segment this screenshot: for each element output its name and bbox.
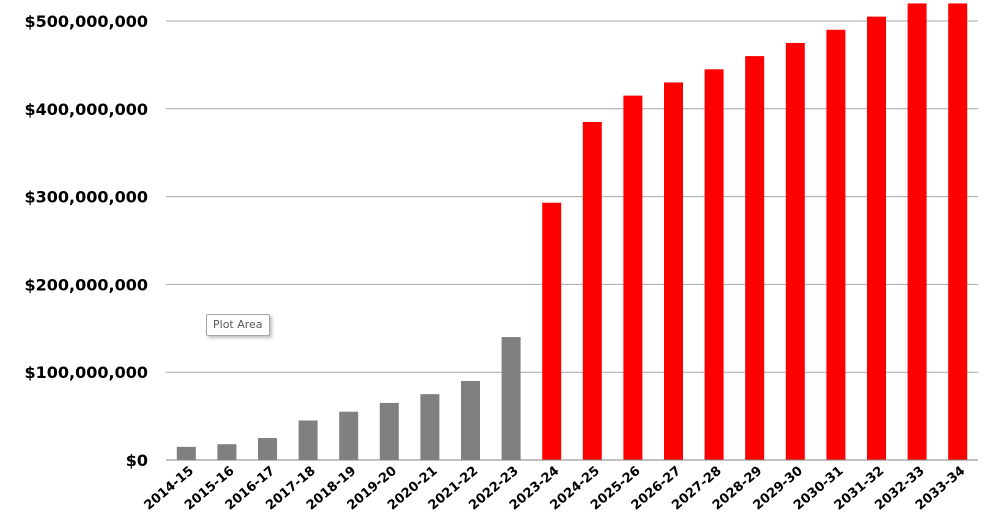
y-tick-label: $0 [126, 451, 148, 470]
bar-2020-21 [420, 394, 440, 460]
bar-2028-29 [745, 56, 765, 461]
bar-2025-26 [623, 95, 643, 460]
bar-2018-19 [339, 411, 359, 460]
bars [176, 3, 968, 461]
bar-2021-22 [461, 380, 480, 460]
bar-2029-30 [785, 42, 805, 460]
gridlines [166, 20, 978, 373]
plot-area-tooltip: Plot Area [206, 314, 270, 336]
bar-2022-23 [501, 337, 521, 460]
bar-2023-24 [542, 202, 562, 460]
x-axis-tick-labels: 2014-152015-162016-172017-182018-192019-… [142, 464, 969, 514]
bar-2030-31 [826, 29, 846, 461]
y-axis-tick-labels: $0 $100,000,000 $200,000,000 $300,000,000 $4… [25, 12, 148, 470]
bar-2031-32 [867, 16, 886, 461]
bar-2027-28 [704, 69, 724, 460]
bar-2026-27 [664, 82, 683, 461]
bar-2017-18 [298, 420, 318, 460]
bar-2019-20 [379, 402, 399, 460]
y-tick-label: $100,000,000 [25, 363, 148, 382]
y-tick-label: $500,000,000 [25, 12, 148, 31]
y-tick-label: $200,000,000 [25, 275, 148, 294]
bar-2033-34 [948, 3, 968, 460]
y-tick-label: $300,000,000 [25, 188, 148, 207]
bar-2024-25 [582, 121, 602, 460]
bar-2015-16 [217, 444, 237, 460]
bar-2032-33 [907, 3, 927, 460]
bar-2016-17 [258, 438, 277, 460]
y-tick-label: $400,000,000 [25, 100, 148, 119]
bar-2014-15 [176, 446, 196, 460]
